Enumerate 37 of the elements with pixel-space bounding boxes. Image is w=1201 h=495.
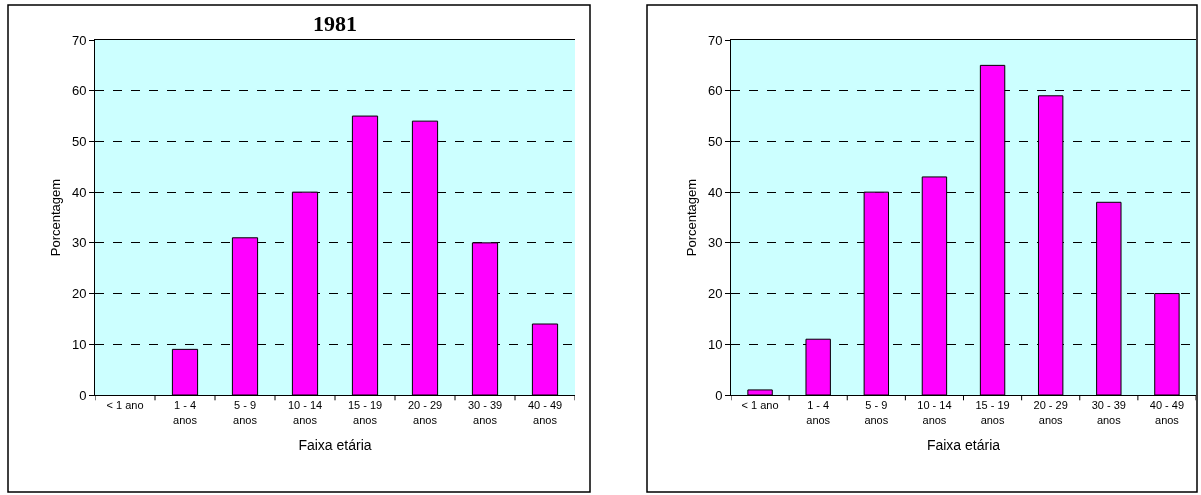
y-tick-label: 60	[707, 83, 723, 99]
x-tick-label: 10 - 14 anos	[917, 399, 952, 426]
x-tick-label: 1 - 4 anos	[173, 399, 198, 426]
y-tick-label: 60	[71, 83, 87, 99]
y-tick-label: 40	[707, 184, 723, 200]
x-tick-label: 1 - 4 anos	[806, 399, 831, 426]
y-tick-label: 20	[71, 286, 87, 302]
x-tick-label: 30 - 39 anos	[467, 399, 503, 426]
y-tick-label: 50	[71, 133, 87, 149]
x-tick-label: 5 - 9 anos	[864, 399, 889, 426]
x-axis-title: Faixa etária	[298, 436, 372, 453]
x-tick-label: 20 - 29 anos	[407, 399, 443, 426]
x-tick-label: 40 - 49 anos	[527, 399, 563, 426]
y-tick-label: 30	[71, 235, 87, 251]
y-tick-label: 40	[71, 184, 87, 200]
x-axis-title: Faixa etária	[926, 436, 1001, 453]
x-tick-label: 20 - 29 anos	[1033, 399, 1068, 426]
y-tick-label: 0	[715, 387, 723, 403]
y-tick-label: 10	[707, 336, 723, 352]
x-tick-label: < 1 ano	[106, 399, 144, 412]
y-axis-title: Porcentagem	[47, 178, 63, 257]
y-tick-label: 70	[707, 32, 723, 48]
x-tick-label: 5 - 9 anos	[233, 399, 258, 426]
y-tick-label: 50	[707, 133, 723, 149]
y-tick-label: 70	[71, 32, 87, 48]
x-tick-label: 15 - 19 anos	[347, 399, 383, 426]
y-tick-label: 10	[71, 336, 87, 352]
x-tick-label: 30 - 39 anos	[1091, 399, 1126, 426]
x-tick-label: 15 - 19 anos	[975, 399, 1010, 426]
y-tick-label: 30	[707, 235, 723, 251]
x-tick-label: 40 - 49 anos	[1149, 399, 1185, 426]
y-tick-label: 0	[79, 387, 87, 403]
y-tick-label: 20	[707, 286, 723, 302]
y-axis-title: Porcentagem	[683, 178, 699, 257]
chart-title: 1981	[313, 11, 357, 36]
x-tick-label: < 1 ano	[741, 399, 779, 412]
x-tick-label: 10 - 14 anos	[287, 399, 323, 426]
